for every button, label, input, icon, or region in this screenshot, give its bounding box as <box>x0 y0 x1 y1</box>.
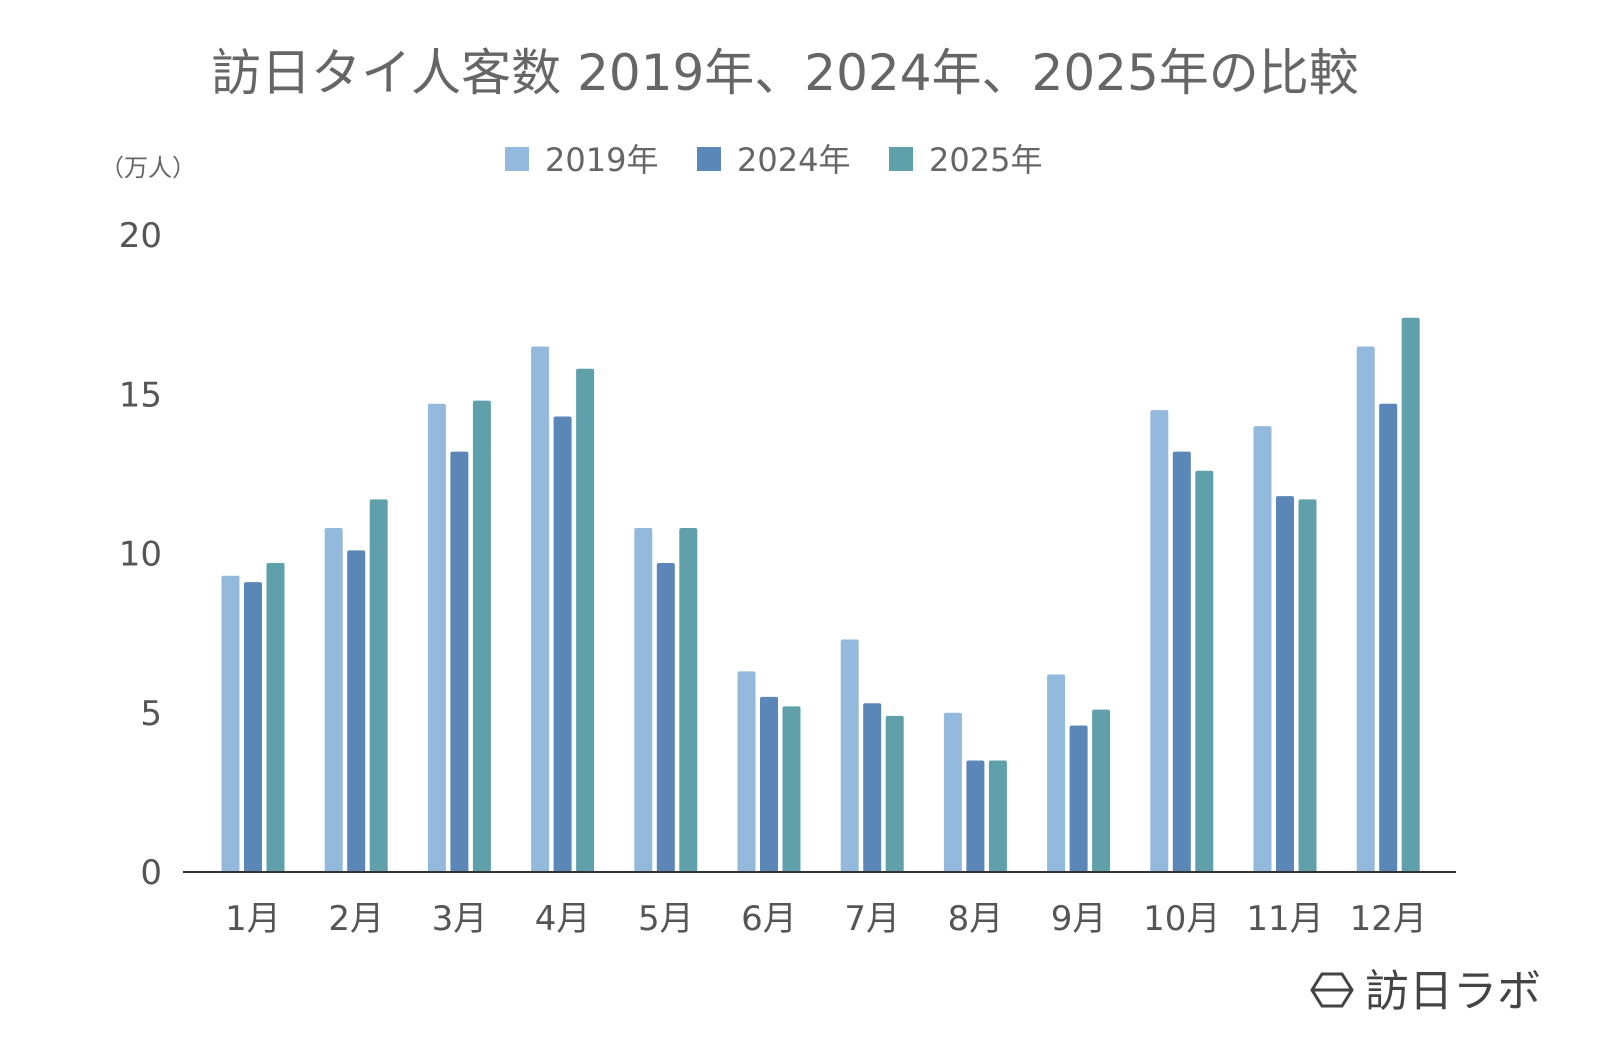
legend: 2019年 2024年 2025年 <box>505 141 1042 179</box>
bar-2019年-11月 <box>1253 426 1272 872</box>
bar-2019年-8月 <box>943 712 962 872</box>
bar-2025年-7月 <box>885 715 904 872</box>
watermark-logo: 訪日ラボ <box>1310 966 1541 1017</box>
x-tick-label: 12月 <box>1350 899 1427 939</box>
legend-swatch <box>505 147 529 171</box>
legend-swatch <box>889 147 913 171</box>
bar-2019年-6月 <box>737 671 756 872</box>
bar-2019年-2月 <box>324 528 343 872</box>
bar-2019年-12月 <box>1356 346 1375 873</box>
x-tick-label: 11月 <box>1246 899 1323 939</box>
x-tick-label: 1月 <box>225 899 281 939</box>
x-tick-label: 8月 <box>948 899 1004 939</box>
bar-2019年-5月 <box>634 528 653 872</box>
bar-2024年-1月 <box>244 582 262 872</box>
bar-2024年-3月 <box>450 451 469 872</box>
legend-label: 2025年 <box>929 141 1042 179</box>
legend-swatch <box>697 147 721 171</box>
bar-2024年-5月 <box>656 563 675 872</box>
y-tick-label: 20 <box>119 216 162 256</box>
bar-2024年-7月 <box>863 703 882 872</box>
x-tick-label: 10月 <box>1143 899 1220 939</box>
y-tick-label: 15 <box>119 375 162 415</box>
bar-2025年-3月 <box>472 400 491 872</box>
x-tick-label: 5月 <box>638 899 694 939</box>
bar-2025年-6月 <box>782 706 801 872</box>
bar-2024年-9月 <box>1069 725 1088 872</box>
bar-2025年-11月 <box>1298 499 1317 872</box>
y-tick-label: 0 <box>140 853 162 893</box>
bar-2025年-9月 <box>1092 709 1111 872</box>
y-axis-unit: （万人） <box>100 154 196 182</box>
bar-2024年-2月 <box>347 550 366 872</box>
y-axis-ticks: 0 5 10 15 20 <box>119 216 162 893</box>
bar-2019年-10月 <box>1150 410 1169 872</box>
x-axis-labels: 1月 2月 3月 4月 5月 6月 7月 8月 9月 10月 11月 12月 <box>225 899 1427 939</box>
bar-2019年-4月 <box>531 346 550 873</box>
x-tick-label: 4月 <box>535 899 591 939</box>
bar-2024年-11月 <box>1276 496 1294 872</box>
chart-title: 訪日タイ人客数 2019年、2024年、2025年の比較 <box>211 44 1359 102</box>
bar-2019年-3月 <box>427 403 446 872</box>
x-tick-label: 3月 <box>432 899 488 939</box>
bar-2019年-7月 <box>840 639 859 872</box>
bars <box>221 317 1420 873</box>
bar-2019年-9月 <box>1047 674 1066 872</box>
legend-label: 2019年 <box>545 141 658 179</box>
y-tick-label: 5 <box>140 694 162 734</box>
bar-2019年-1月 <box>221 575 240 872</box>
bar-2024年-12月 <box>1379 403 1398 872</box>
x-tick-label: 7月 <box>844 899 900 939</box>
x-tick-label: 6月 <box>741 899 797 939</box>
bar-2025年-12月 <box>1401 317 1420 872</box>
legend-label: 2024年 <box>737 141 850 179</box>
watermark-text: 訪日ラボ <box>1365 966 1541 1017</box>
y-tick-label: 10 <box>119 535 162 575</box>
bar-2025年-1月 <box>266 563 285 872</box>
x-tick-label: 9月 <box>1051 899 1107 939</box>
bar-2024年-8月 <box>966 760 985 872</box>
bar-2024年-10月 <box>1172 451 1191 872</box>
bar-2024年-4月 <box>553 416 572 872</box>
x-tick-label: 2月 <box>328 899 384 939</box>
bar-2025年-4月 <box>576 368 595 872</box>
bar-2025年-8月 <box>988 760 1007 872</box>
bar-2025年-5月 <box>679 528 698 872</box>
bar-2024年-6月 <box>760 696 778 872</box>
bar-2025年-2月 <box>369 499 388 872</box>
bar-2025年-10月 <box>1195 470 1214 872</box>
logo-icon <box>1310 972 1354 1008</box>
